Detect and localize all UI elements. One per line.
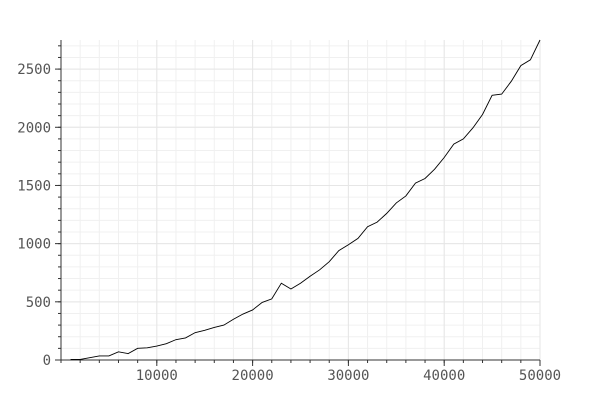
series [70, 39, 541, 360]
x-tick-label: 10000 [136, 368, 178, 384]
y-tick-label: 500 [26, 295, 51, 311]
y-tick-label: 1000 [17, 237, 51, 253]
x-tick-label: 20000 [232, 368, 274, 384]
ticks [55, 45, 541, 366]
y-tick-label: 1500 [17, 178, 51, 194]
y-tick-label: 0 [43, 353, 51, 369]
x-tick-label: 30000 [327, 368, 369, 384]
x-tick-label: 40000 [423, 368, 465, 384]
grid [60, 40, 541, 361]
axes [60, 40, 540, 361]
series-line [70, 39, 541, 360]
x-tick-label: 50000 [519, 368, 561, 384]
y-tick-label: 2000 [17, 120, 51, 136]
y-tick-label: 2500 [17, 62, 51, 78]
tick-labels: 10000 20000 30000 40000 50000 0 500 1000 1500 200… [17, 62, 561, 384]
